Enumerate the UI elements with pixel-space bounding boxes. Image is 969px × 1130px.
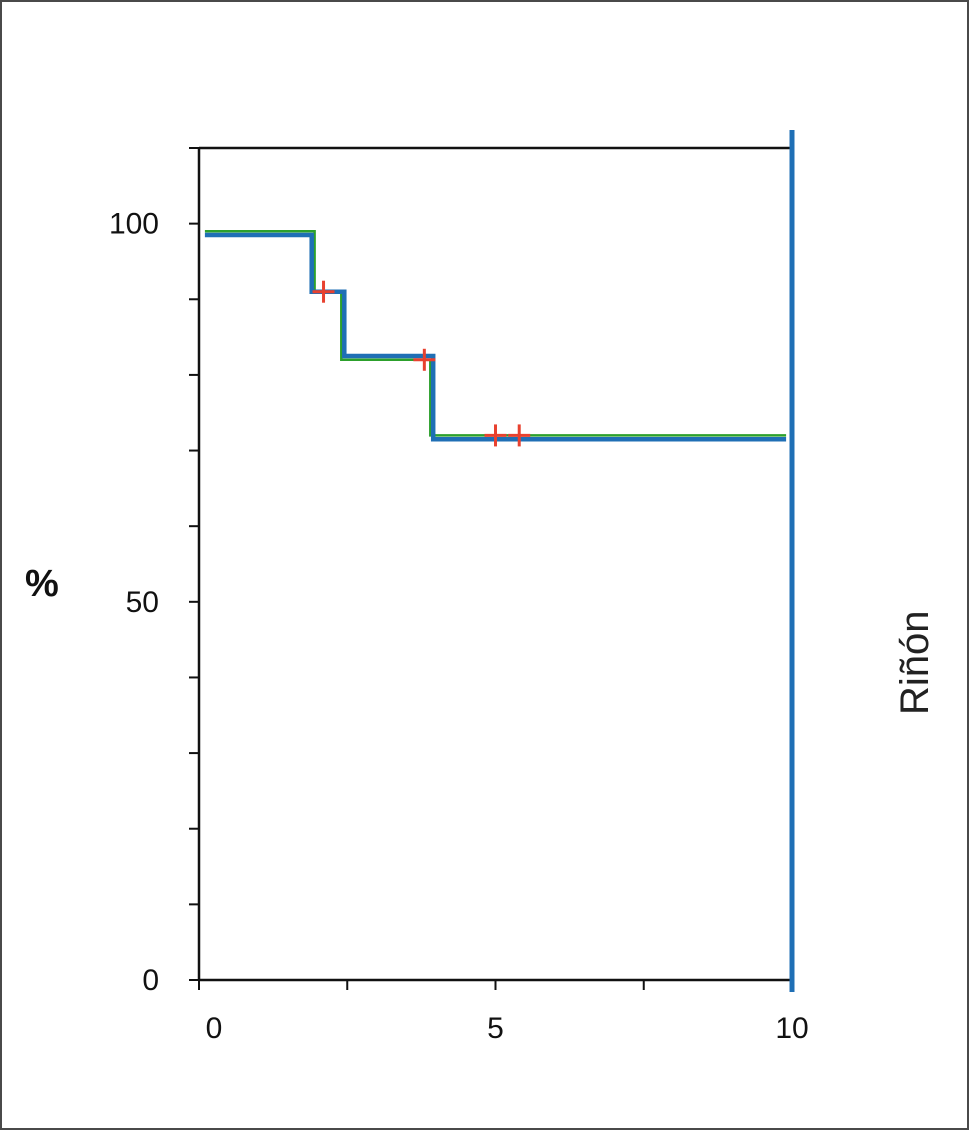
censor-mark bbox=[413, 348, 436, 371]
y-tick-label: 100 bbox=[109, 208, 159, 241]
green-survival-curve bbox=[204, 229, 787, 437]
censor-mark bbox=[312, 280, 335, 303]
blue-survival-curve bbox=[204, 232, 787, 442]
x-tick-label: 5 bbox=[487, 1012, 504, 1045]
censor-mark bbox=[484, 424, 507, 447]
y-tick-label: 0 bbox=[142, 964, 159, 997]
side-label: Riñón bbox=[893, 610, 937, 715]
axes: 0 50 100 0 5 10 bbox=[109, 146, 809, 1045]
censor-mark bbox=[508, 424, 531, 447]
x-tick-label: 10 bbox=[775, 1012, 808, 1045]
censor-marks bbox=[312, 280, 531, 447]
y-tick-label: 50 bbox=[126, 586, 159, 619]
curves bbox=[204, 130, 795, 992]
y-axis-label: % bbox=[25, 563, 59, 605]
x-tick-label: 0 bbox=[206, 1012, 223, 1045]
